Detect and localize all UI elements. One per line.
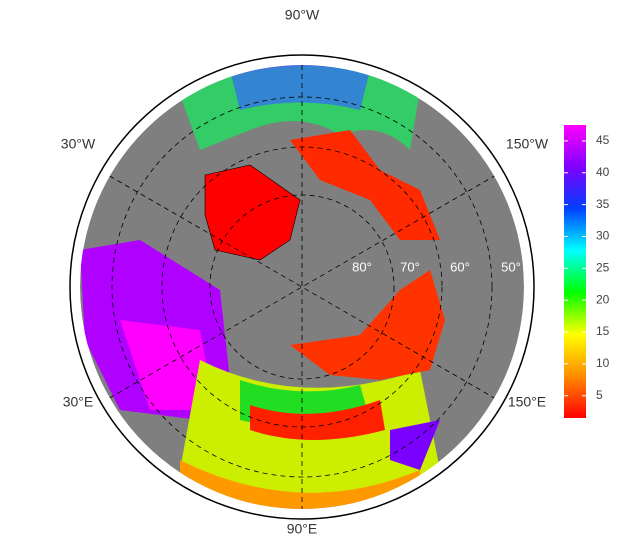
lon-label: 90°W [285, 7, 320, 23]
colorbar-tick-label: 30 [596, 229, 610, 243]
lat-label: 60° [450, 259, 470, 274]
data-region [290, 130, 440, 240]
colorbar-tick-label: 40 [596, 165, 610, 179]
data-region [290, 270, 445, 380]
colorbar-tick-label: 45 [596, 133, 610, 147]
colorbar-tick-label: 15 [596, 324, 610, 338]
greenland [204, 164, 301, 261]
data-region [230, 65, 370, 110]
colorbar-tick-label: 20 [596, 292, 610, 306]
map-body [80, 65, 524, 509]
data-region [250, 400, 385, 440]
lat-labels: 80° 70° 60° 50° [352, 259, 521, 274]
lon-label: 150°E [508, 394, 546, 410]
lon-label: 30°E [63, 394, 94, 410]
colorbar [564, 125, 586, 418]
colorbar-tick-label: 5 [596, 388, 603, 402]
lat-label: 70° [400, 259, 420, 274]
graticule [93, 65, 511, 509]
colorbar-tick-label: 10 [596, 356, 610, 370]
lon-label: 90°E [287, 521, 318, 537]
colorbar-tick-label: 35 [596, 197, 610, 211]
lon-label: 150°W [506, 136, 549, 152]
lat-label: 80° [352, 259, 372, 274]
colorbar-ticks: 5 10 15 20 25 30 35 40 45 [564, 133, 610, 402]
lat-label: 50° [501, 259, 521, 274]
colorbar-tick-label: 25 [596, 260, 610, 274]
data-region [390, 420, 440, 470]
lon-label: 30°W [61, 136, 96, 152]
